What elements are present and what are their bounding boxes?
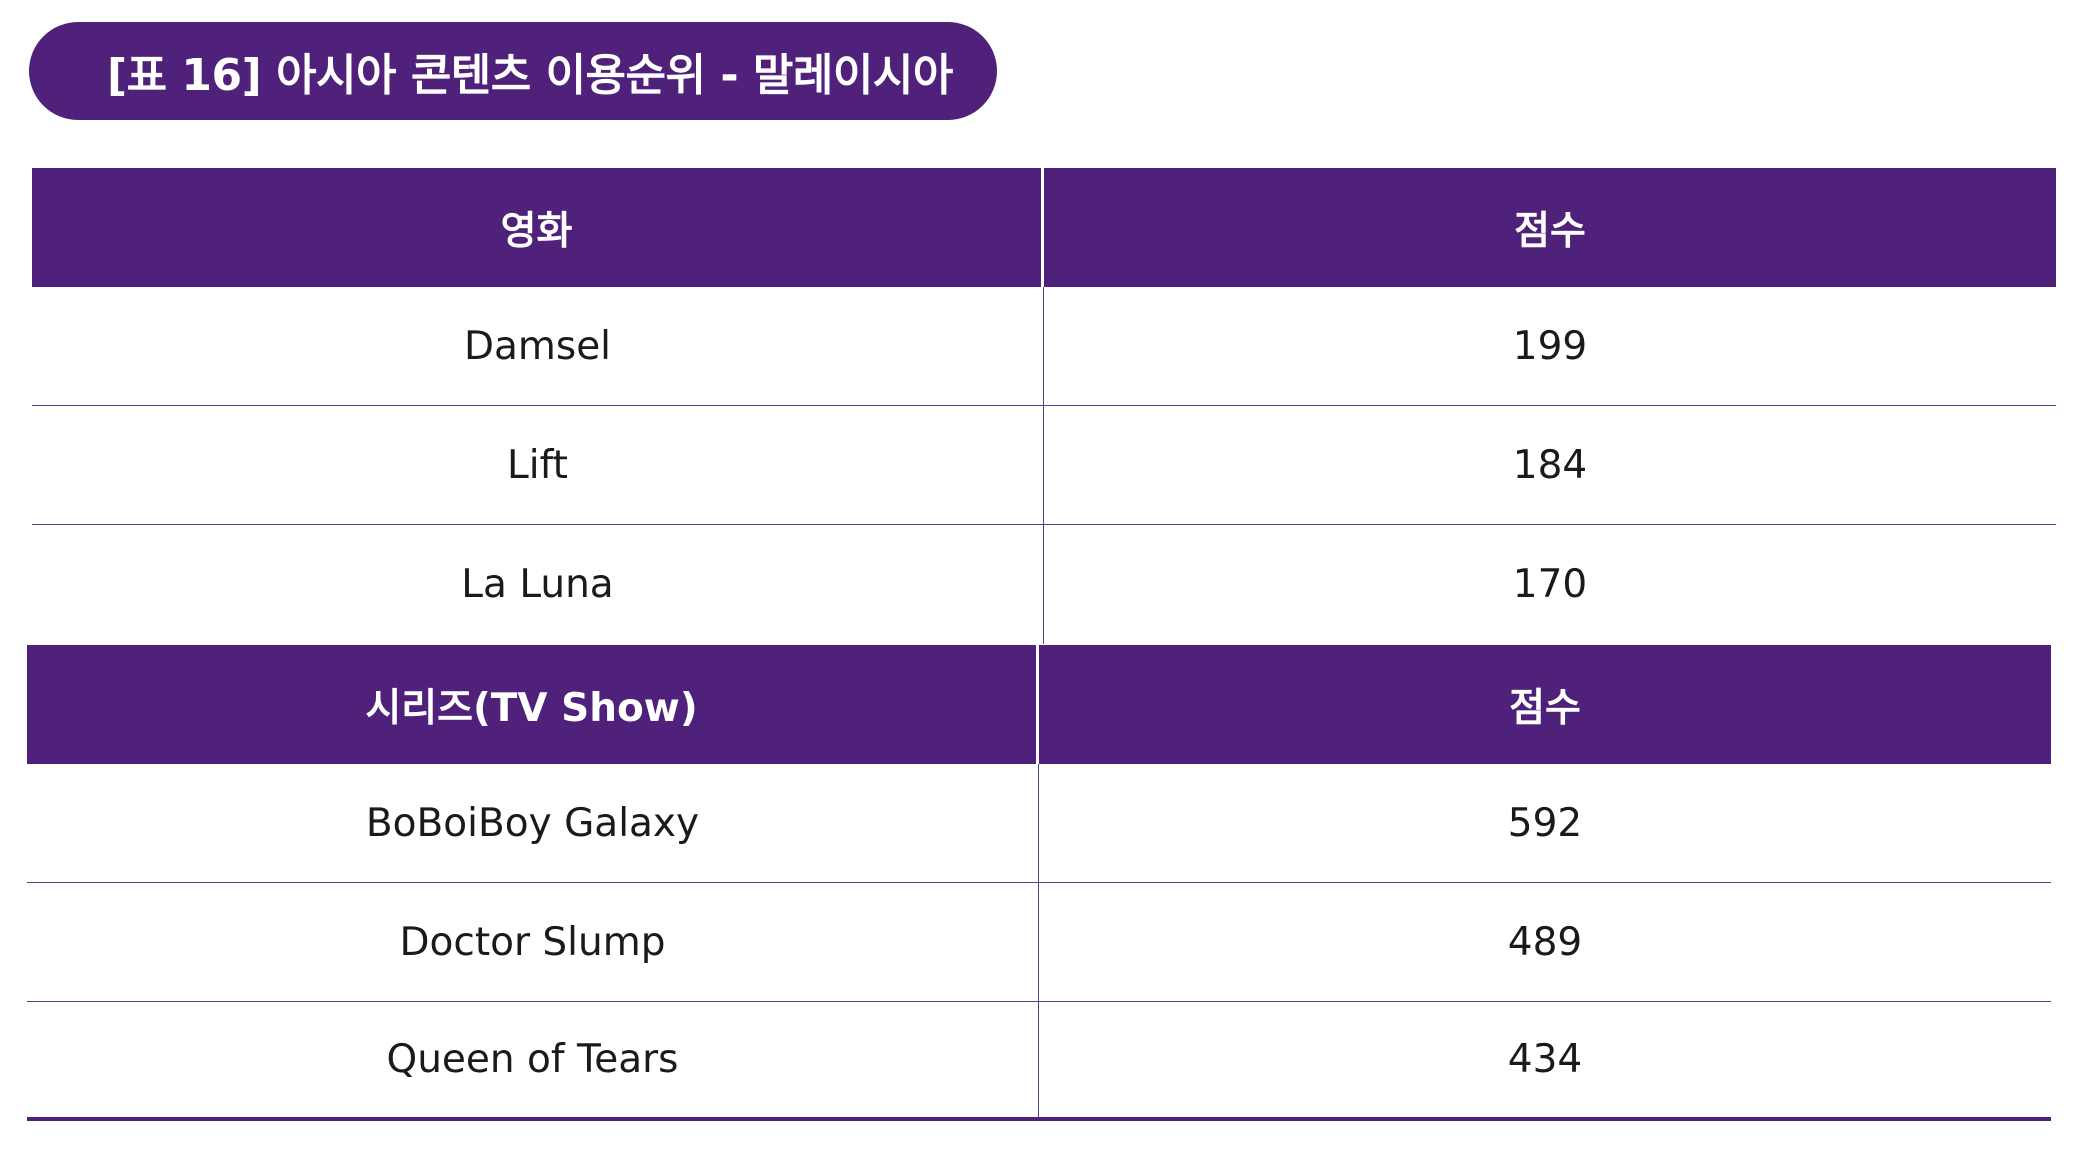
series-name: Doctor Slump [27,883,1039,1001]
movie-score: 199 [1512,323,1588,369]
series-header-score: 점수 [1509,685,1581,731]
movie-score: 184 [1512,442,1588,488]
table-row: Doctor Slump 489 [27,883,2051,1002]
series-name: BoBoiBoy Galaxy [27,764,1039,882]
table-title: [표 16] 아시아 콘텐츠 이용순위 - 말레이시아 [29,22,997,120]
series-name: Queen of Tears [27,1002,1039,1117]
movies-header-row: 영화 점수 [32,168,2056,287]
table-row: Queen of Tears 434 [27,1002,2051,1121]
series-table: 시리즈(TV Show) 점수 BoBoiBoy Galaxy 592 Doct… [27,645,2051,1121]
series-header-name: 시리즈(TV Show) [27,645,1039,764]
table-row: BoBoiBoy Galaxy 592 [27,764,2051,883]
table-row: Lift 184 [32,406,2056,525]
movies-table: 영화 점수 Damsel 199 Lift 184 La Luna 170 [32,168,2056,644]
series-score: 489 [1507,919,1583,965]
movie-name: La Luna [32,525,1044,644]
table-row: La Luna 170 [32,525,2056,644]
movie-score: 170 [1512,562,1588,607]
series-header-row: 시리즈(TV Show) 점수 [27,645,2051,764]
movie-name: Lift [32,406,1044,524]
movies-header-name: 영화 [32,168,1044,287]
movies-header-score: 점수 [1514,208,1586,254]
table-row: Damsel 199 [32,287,2056,406]
movie-name: Damsel [32,287,1044,405]
series-score: 592 [1507,800,1583,846]
series-score: 434 [1507,1037,1583,1082]
